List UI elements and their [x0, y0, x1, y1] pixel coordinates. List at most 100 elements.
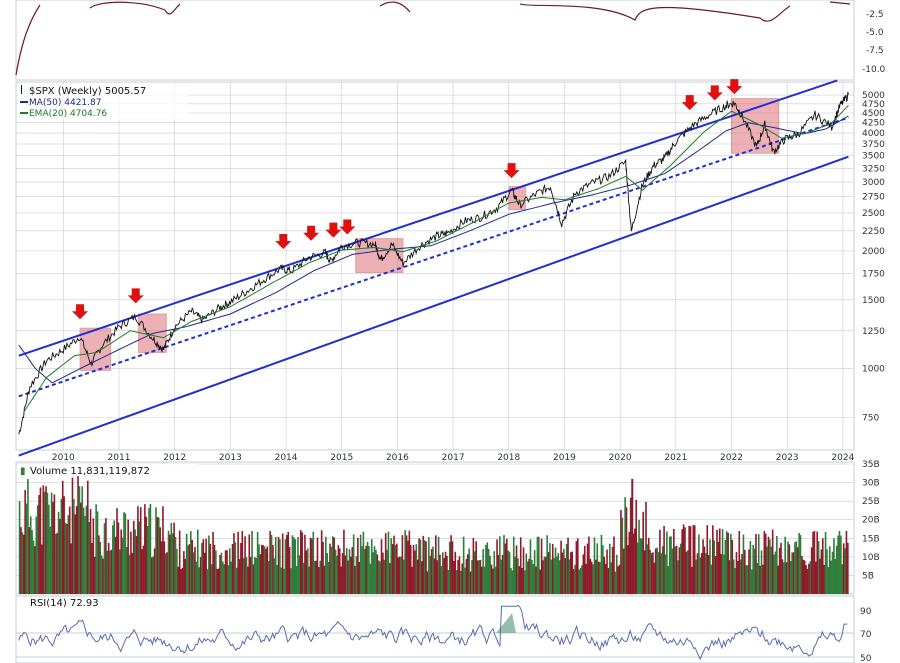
volume-bar — [230, 561, 232, 594]
volume-bar — [263, 546, 266, 594]
volume-bar — [769, 539, 771, 594]
volume-bar — [219, 554, 221, 594]
volume-bar — [370, 539, 373, 594]
volume-bar — [785, 562, 788, 594]
volume-bar — [512, 536, 515, 594]
volume-bar — [457, 560, 459, 594]
volume-bar — [632, 533, 635, 594]
volume-bar — [63, 496, 65, 594]
volume-bar — [536, 536, 539, 594]
volume-bar — [453, 561, 455, 594]
volume-bar — [450, 535, 452, 594]
volume-bar — [824, 532, 827, 594]
volume-bar — [543, 556, 546, 594]
volume-bar — [244, 536, 246, 594]
volume-bar — [764, 533, 767, 594]
volume-bar — [847, 542, 849, 594]
volume-bar — [540, 538, 543, 594]
volume-bar — [446, 555, 448, 594]
volume-bar — [628, 531, 631, 594]
volume-bar — [709, 539, 711, 594]
volume-bar — [551, 543, 554, 594]
volume-bar — [433, 558, 436, 594]
volume-bar — [238, 558, 241, 594]
volume-bar — [645, 502, 647, 594]
price-lines — [18, 91, 849, 435]
volume-bar — [251, 530, 253, 594]
volume-bar — [276, 565, 278, 594]
volume-bar — [249, 556, 252, 594]
volume-bar — [473, 551, 476, 594]
volume-bar — [247, 566, 249, 594]
volume-bar — [361, 546, 363, 594]
volume-bar — [29, 516, 32, 594]
volume-bar — [603, 556, 606, 594]
volume-bar — [460, 570, 462, 594]
volume-bar — [277, 536, 280, 594]
volume-bar — [815, 561, 817, 594]
volume-bar — [738, 531, 741, 594]
volume-bar — [784, 536, 786, 594]
volume-bar — [159, 527, 161, 594]
x-tick-label: 2014 — [275, 453, 298, 463]
volume-bar — [157, 517, 160, 594]
volume-bar — [138, 521, 141, 594]
volume-bar — [31, 530, 33, 594]
volume-bar — [617, 566, 619, 594]
volume-bar — [429, 555, 432, 594]
volume-bar — [187, 545, 189, 594]
volume-tick: 35B — [862, 460, 880, 470]
volume-bar — [720, 553, 722, 594]
volume-bar — [39, 487, 42, 594]
x-tick-label: 2023 — [776, 453, 799, 463]
volume-bar — [771, 529, 774, 594]
volume-bar — [85, 505, 88, 594]
volume-bar — [667, 565, 670, 594]
volume-bar — [89, 509, 92, 594]
volume-bar — [801, 556, 803, 594]
volume-bar — [373, 546, 376, 594]
volume-bar — [691, 566, 693, 594]
volume-bar — [840, 535, 842, 594]
volume-bar — [748, 549, 750, 594]
volume-icon: ▮ — [20, 466, 26, 477]
volume-bar — [579, 567, 582, 594]
volume-bar — [576, 538, 579, 594]
price-y-tick: 5000 — [862, 91, 885, 101]
top-indicator-panel: -2.5 -5.0 -7.5 -10.0 — [15, 0, 886, 81]
volume-bar — [531, 559, 533, 594]
x-tick-label: 2018 — [497, 453, 520, 463]
volume-bar — [96, 511, 99, 594]
volume-bar — [119, 549, 121, 594]
volume-bar — [194, 546, 196, 594]
volume-bar — [49, 526, 52, 594]
volume-bar — [451, 541, 454, 594]
volume-bar — [494, 566, 497, 594]
volume-bar — [409, 544, 412, 594]
volume-bar — [526, 561, 529, 594]
volume-bar — [293, 537, 295, 594]
volume-bar — [698, 534, 700, 594]
volume-bar — [641, 538, 643, 594]
volume-bar — [66, 523, 68, 594]
volume-bar — [188, 544, 191, 594]
volume-bar — [469, 571, 472, 594]
volume-bar — [311, 538, 313, 594]
volume-bar — [493, 551, 496, 594]
price-y-tick: 4000 — [862, 129, 885, 139]
volume-bar — [256, 532, 259, 594]
volume-bar — [568, 559, 571, 594]
volume-bar — [241, 530, 244, 594]
volume-bar — [191, 539, 193, 594]
volume-bar — [682, 524, 685, 594]
volume-bar — [280, 567, 283, 594]
volume-bar — [798, 532, 800, 594]
volume-bar — [817, 541, 820, 594]
volume-bar — [220, 552, 223, 594]
volume-bar — [725, 531, 728, 594]
volume-bar — [141, 549, 143, 594]
peak-arrow — [681, 95, 698, 111]
volume-bar — [170, 523, 173, 594]
volume-bar — [668, 536, 671, 594]
